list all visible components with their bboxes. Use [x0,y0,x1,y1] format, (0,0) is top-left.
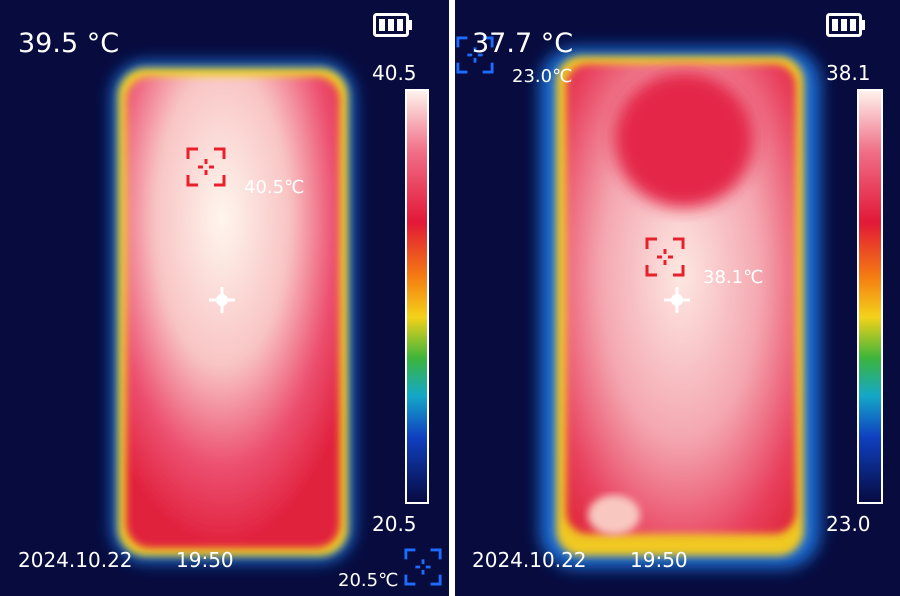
date: 2024.10.22 [18,548,133,572]
color-scale [857,89,883,504]
cold-spot-label: 23.0℃ [512,66,572,87]
time: 19:50 [176,548,234,572]
cold-spot-label: 20.5℃ [338,570,398,591]
time: 19:50 [630,548,688,572]
color-scale [405,89,429,504]
scale-min: 20.5 [372,512,417,536]
corner-spot [588,495,640,535]
left-panel: 39.5 °C 40.5 20.5 40.5℃ 20.5℃ 2024.10.22… [0,0,449,596]
camera-hotspot [614,72,754,208]
phone-heat [126,76,340,548]
scale-max: 38.1 [826,61,871,85]
hot-spot-label: 38.1℃ [703,267,763,288]
scale-max: 40.5 [372,61,417,85]
hot-spot-label: 40.5℃ [244,177,304,198]
center-temp: 39.5 °C [18,28,119,59]
scale-min: 23.0 [826,512,871,536]
right-panel: 37.7 °C 23.0℃ 38.1 23.0 38.1℃ 2024.10.22… [455,0,900,596]
divider [449,0,455,596]
center-temp: 37.7 °C [472,28,573,59]
date: 2024.10.22 [472,548,587,572]
